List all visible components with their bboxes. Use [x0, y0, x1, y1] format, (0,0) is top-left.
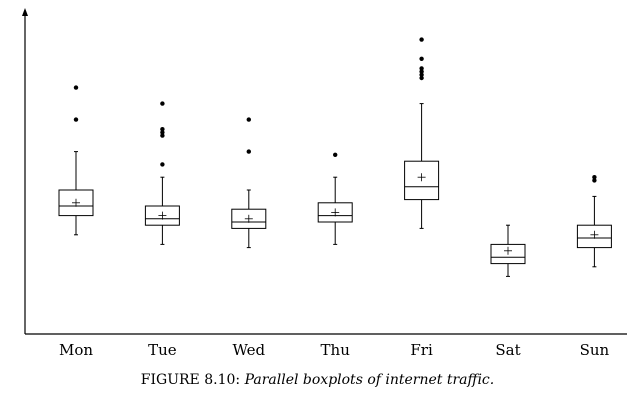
outlier-point [419, 56, 424, 61]
outlier-point [419, 75, 424, 81]
box-group-thu [317, 152, 353, 245]
x-tick-label-thu: Thu [321, 341, 351, 359]
boxes [58, 37, 612, 277]
x-tick-label-sat: Sat [495, 341, 520, 359]
outlier-point [160, 127, 165, 132]
outlier-point [73, 117, 79, 122]
outlier-point [419, 69, 424, 74]
caption-text: Parallel boxplots of internet traffic. [244, 372, 495, 388]
x-tick-label-tue: Tue [148, 341, 177, 359]
caption-prefix: FIGURE 8.10: [140, 372, 245, 388]
x-tick-label-mon: Mon [59, 341, 93, 359]
outlier-point [592, 178, 597, 183]
x-tick-label-wed: Wed [232, 341, 265, 359]
box-group-sun [576, 175, 612, 268]
outlier-point [160, 130, 165, 135]
box-group-fri [404, 37, 440, 229]
outlier-point [419, 37, 424, 42]
outlier-point [333, 152, 338, 157]
box-group-mon [58, 85, 94, 236]
outlier-point [160, 101, 165, 106]
iqr-box [58, 189, 94, 217]
outlier-point [160, 133, 165, 138]
box-group-sat [490, 224, 526, 277]
outlier-point [419, 72, 424, 78]
outlier-point [73, 85, 79, 90]
outlier-point [246, 149, 251, 154]
outlier-point [592, 175, 597, 180]
x-tick-labels: Mon Tue Wed Thu Fri Sat Sun [59, 341, 610, 359]
outlier-point [160, 162, 165, 167]
outlier-point [246, 117, 251, 122]
x-tick-label-fri: Fri [410, 341, 433, 359]
y-axis-arrowhead [22, 8, 28, 16]
outlier-point [419, 66, 424, 71]
axes [22, 8, 627, 335]
box-group-wed [231, 117, 267, 249]
x-tick-label-sun: Sun [580, 341, 610, 359]
figure-caption: FIGURE 8.10: Parallel boxplots of intern… [0, 372, 635, 388]
box-group-tue [144, 101, 180, 245]
